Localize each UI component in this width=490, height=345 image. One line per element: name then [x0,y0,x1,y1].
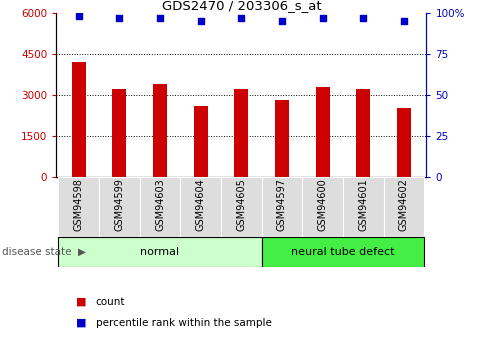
Bar [384,177,424,237]
Text: percentile rank within the sample: percentile rank within the sample [96,318,271,327]
Text: GSM94599: GSM94599 [114,178,124,231]
Bar [397,108,411,177]
Bar [180,177,221,237]
Text: GSM94605: GSM94605 [236,178,246,231]
Text: GSM94602: GSM94602 [399,178,409,231]
Bar [72,62,86,177]
Bar [302,177,343,237]
Bar [194,106,208,177]
Text: GSM94604: GSM94604 [196,178,206,231]
Bar [343,177,384,237]
Point [156,15,164,20]
Point [400,18,408,24]
Text: ■: ■ [76,318,86,327]
Point [197,18,205,24]
Text: disease state  ▶: disease state ▶ [2,247,86,257]
Point [75,13,83,19]
Point [359,15,367,20]
Text: GSM94598: GSM94598 [74,178,84,231]
Bar [112,89,126,177]
Text: normal: normal [141,247,179,257]
Point [237,15,245,20]
Bar [153,84,167,177]
Bar [262,177,302,237]
Bar [140,177,180,237]
Bar [356,89,370,177]
Bar [275,100,289,177]
Text: GSM94601: GSM94601 [358,178,368,231]
Point [318,15,326,20]
Bar [221,177,262,237]
Text: count: count [96,297,125,307]
Bar [262,237,424,267]
Bar [58,237,262,267]
Text: GSM94603: GSM94603 [155,178,165,231]
Bar [99,177,140,237]
Bar [316,87,330,177]
Point [278,18,286,24]
Text: GSM94600: GSM94600 [318,178,328,231]
Text: GSM94597: GSM94597 [277,178,287,231]
Text: neural tube defect: neural tube defect [291,247,395,257]
Text: ■: ■ [76,297,86,307]
Bar [234,89,248,177]
Title: GDS2470 / 203306_s_at: GDS2470 / 203306_s_at [162,0,321,12]
Bar [58,177,99,237]
Point [116,15,123,20]
